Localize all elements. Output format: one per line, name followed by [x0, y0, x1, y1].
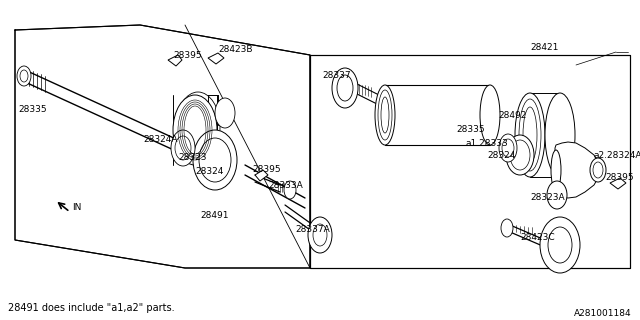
Ellipse shape: [308, 217, 332, 253]
Ellipse shape: [20, 70, 28, 82]
Ellipse shape: [171, 130, 195, 166]
Ellipse shape: [590, 158, 606, 182]
Polygon shape: [555, 142, 598, 198]
Ellipse shape: [545, 93, 575, 177]
Text: 28323: 28323: [178, 154, 207, 163]
Text: 28337A: 28337A: [295, 226, 330, 235]
Text: a1.28333: a1.28333: [466, 139, 509, 148]
Text: 28333A: 28333A: [268, 180, 303, 189]
Text: 28491 does include "a1,a2" parts.: 28491 does include "a1,a2" parts.: [8, 303, 175, 313]
Text: A281001184: A281001184: [574, 308, 632, 317]
Ellipse shape: [551, 150, 561, 190]
Ellipse shape: [547, 181, 567, 209]
Ellipse shape: [515, 93, 545, 177]
Polygon shape: [610, 178, 626, 189]
Ellipse shape: [193, 130, 237, 190]
Text: 28423B: 28423B: [218, 45, 253, 54]
Ellipse shape: [215, 98, 235, 128]
Polygon shape: [15, 25, 310, 268]
Text: 28335: 28335: [456, 125, 484, 134]
Text: 28423C: 28423C: [520, 234, 555, 243]
Ellipse shape: [540, 217, 580, 273]
Text: 28492: 28492: [498, 110, 526, 119]
Text: 28337: 28337: [322, 70, 351, 79]
Ellipse shape: [501, 219, 513, 237]
Ellipse shape: [480, 85, 500, 145]
Text: 28324A: 28324A: [143, 135, 177, 145]
Text: 28324: 28324: [487, 151, 515, 161]
Text: 28395: 28395: [605, 173, 634, 182]
Ellipse shape: [284, 181, 296, 199]
Text: 28323A: 28323A: [530, 194, 564, 203]
Ellipse shape: [375, 85, 395, 145]
Ellipse shape: [332, 68, 358, 108]
Polygon shape: [310, 55, 630, 268]
Text: 28335: 28335: [18, 106, 47, 115]
Ellipse shape: [499, 134, 517, 162]
Text: 28324: 28324: [195, 167, 223, 177]
Polygon shape: [208, 53, 224, 64]
Ellipse shape: [506, 135, 534, 175]
Text: 28395: 28395: [252, 165, 280, 174]
Polygon shape: [255, 170, 268, 181]
Polygon shape: [168, 55, 182, 66]
Text: 28395: 28395: [173, 51, 202, 60]
Ellipse shape: [17, 66, 31, 86]
Text: IN: IN: [72, 204, 81, 212]
Text: 28491: 28491: [200, 211, 228, 220]
Text: 28421: 28421: [530, 44, 558, 52]
Text: a2.28324A: a2.28324A: [593, 150, 640, 159]
Ellipse shape: [173, 95, 217, 165]
